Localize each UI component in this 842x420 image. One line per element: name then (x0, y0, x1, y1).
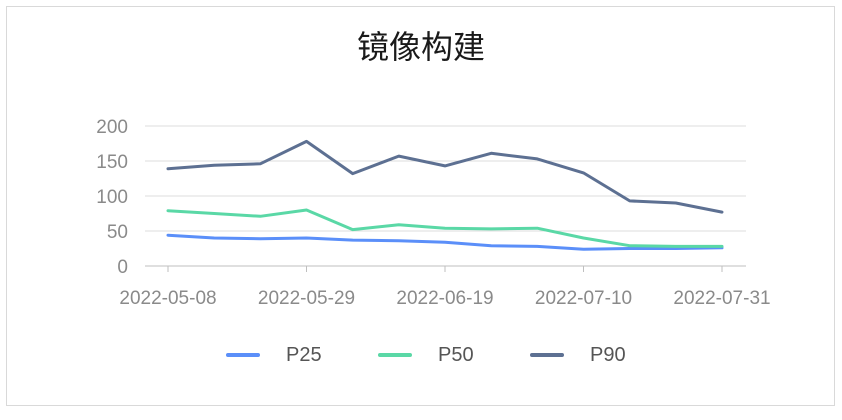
data-point-p25-2022-06-26 (489, 244, 493, 248)
legend-swatch-p90 (530, 353, 564, 357)
y-tick-label-50: 50 (107, 222, 128, 243)
data-point-p25-2022-06-12 (397, 239, 401, 243)
data-point-p90-2022-05-15 (212, 163, 216, 167)
data-point-p25-2022-06-19 (443, 240, 447, 244)
x-tick-label-2022-06-19: 2022-06-19 (396, 288, 493, 309)
data-point-p90-2022-07-10 (582, 171, 586, 175)
legend: P25 P50 P90 (0, 340, 842, 370)
data-point-p50-2022-05-15 (212, 212, 216, 216)
x-tick-label-2022-07-31: 2022-07-31 (673, 288, 770, 309)
y-tick-label-200: 200 (96, 117, 128, 138)
x-tick-label-2022-05-08: 2022-05-08 (119, 288, 216, 309)
data-point-p50-2022-07-31 (720, 244, 724, 248)
data-point-p90-2022-06-12 (397, 154, 401, 158)
data-point-p50-2022-07-10 (582, 236, 586, 240)
data-point-p50-2022-05-22 (258, 214, 262, 218)
data-point-p50-2022-05-29 (305, 208, 309, 212)
legend-item-p50[interactable]: P50 (378, 340, 474, 370)
data-point-p90-2022-06-26 (489, 151, 493, 155)
data-point-p25-2022-05-08 (166, 233, 170, 237)
legend-swatch-p25 (226, 353, 260, 357)
data-point-p90-2022-07-31 (720, 210, 724, 214)
legend-item-p90[interactable]: P90 (530, 340, 626, 370)
legend-label-p25: P25 (286, 343, 322, 366)
series-line-p25 (166, 233, 724, 251)
data-point-p90-2022-07-24 (674, 201, 678, 205)
data-point-p50-2022-07-24 (674, 244, 678, 248)
data-point-p50-2022-06-12 (397, 223, 401, 227)
legend-item-p25[interactable]: P25 (226, 340, 322, 370)
y-tick-label-100: 100 (96, 187, 128, 208)
series-lines (166, 139, 724, 251)
data-point-p50-2022-06-19 (443, 226, 447, 230)
data-point-p50-2022-06-26 (489, 227, 493, 231)
data-point-p50-2022-07-17 (628, 244, 632, 248)
data-point-p50-2022-07-03 (535, 226, 539, 230)
data-point-p25-2022-05-22 (258, 237, 262, 241)
y-tick-label-150: 150 (96, 152, 128, 173)
data-point-p90-2022-07-03 (535, 157, 539, 161)
data-point-p25-2022-06-05 (351, 238, 355, 242)
x-tick-label-2022-07-10: 2022-07-10 (535, 288, 632, 309)
data-point-p90-2022-06-05 (351, 172, 355, 176)
data-point-p90-2022-05-08 (166, 167, 170, 171)
legend-label-p50: P50 (438, 343, 474, 366)
x-tick-label-2022-05-29: 2022-05-29 (258, 288, 355, 309)
legend-swatch-p50 (378, 353, 412, 357)
series-line-p50 (166, 208, 724, 248)
data-point-p25-2022-05-29 (305, 236, 309, 240)
chart-title: 镜像构建 (356, 28, 485, 66)
series-line-p90 (166, 139, 724, 214)
data-point-p90-2022-05-22 (258, 162, 262, 166)
legend-label-p90: P90 (590, 343, 626, 366)
data-point-p25-2022-07-03 (535, 244, 539, 248)
data-point-p50-2022-05-08 (166, 209, 170, 213)
data-point-p25-2022-07-10 (582, 247, 586, 251)
data-point-p90-2022-06-19 (443, 164, 447, 168)
data-point-p90-2022-07-17 (628, 199, 632, 203)
y-axis-ticks: 0 50 100 150 200 (96, 117, 128, 278)
gridlines (145, 125, 746, 232)
data-point-p50-2022-06-05 (351, 228, 355, 232)
data-point-p90-2022-05-29 (305, 139, 309, 143)
y-tick-label-0: 0 (117, 257, 128, 278)
data-point-p25-2022-05-15 (212, 236, 216, 240)
x-axis-ticks: 2022-05-08 2022-05-29 2022-06-19 2022-07-10… (119, 266, 771, 309)
